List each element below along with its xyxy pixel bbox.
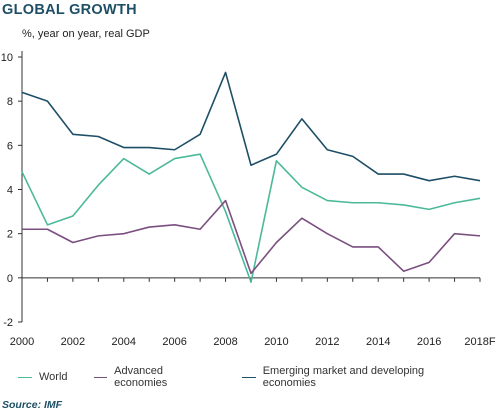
chart-axes: -2 0 2 4 6 8 10 2000 2002 2004 2006 2008 2010 2012 201…	[1, 51, 496, 348]
legend-label-world: World	[39, 371, 68, 383]
y-tick-label: 0	[7, 273, 13, 285]
x-tick-label: 2000	[10, 336, 34, 348]
chart-legend: World Advanced economies Emerging market…	[18, 365, 500, 389]
y-tick-label: 6	[7, 140, 13, 152]
x-tick-label: 2012	[315, 336, 339, 348]
legend-swatch-world	[18, 376, 32, 378]
source-note: Source: IMF	[2, 399, 63, 411]
legend-swatch-advanced	[93, 376, 108, 378]
x-tick-label: 2014	[366, 336, 390, 348]
x-tick-label: 2018F	[464, 336, 495, 348]
chart-series	[21, 71, 481, 284]
legend-item-advanced: Advanced economies	[93, 365, 217, 389]
legend-label-emerging: Emerging market and developing economies	[262, 365, 425, 389]
legend-item-emerging: Emerging market and developing economies	[242, 365, 474, 389]
x-tick-label: 2004	[112, 336, 136, 348]
series-line-1	[22, 199, 481, 275]
y-tick-label: 8	[7, 96, 13, 108]
chart-title: GLOBAL GROWTH	[2, 2, 137, 18]
legend-swatch-emerging	[242, 376, 256, 378]
series-line-2	[21, 71, 481, 182]
y-tick-label: 4	[7, 185, 13, 197]
x-tick-label: 2010	[264, 336, 288, 348]
y-axis-label: %, year on year, real GDP	[22, 28, 150, 40]
legend-item-world: World	[18, 371, 68, 383]
x-tick-label: 2002	[61, 336, 85, 348]
x-tick-label: 2008	[213, 336, 237, 348]
y-tick-label: 2	[7, 229, 13, 241]
y-tick-label: 10	[1, 52, 13, 64]
x-tick-label: 2016	[417, 336, 441, 348]
series-line-0	[21, 153, 481, 284]
y-tick-label: -2	[3, 317, 13, 329]
x-tick-label: 2006	[162, 336, 186, 348]
legend-label-advanced: Advanced economies	[114, 365, 168, 389]
